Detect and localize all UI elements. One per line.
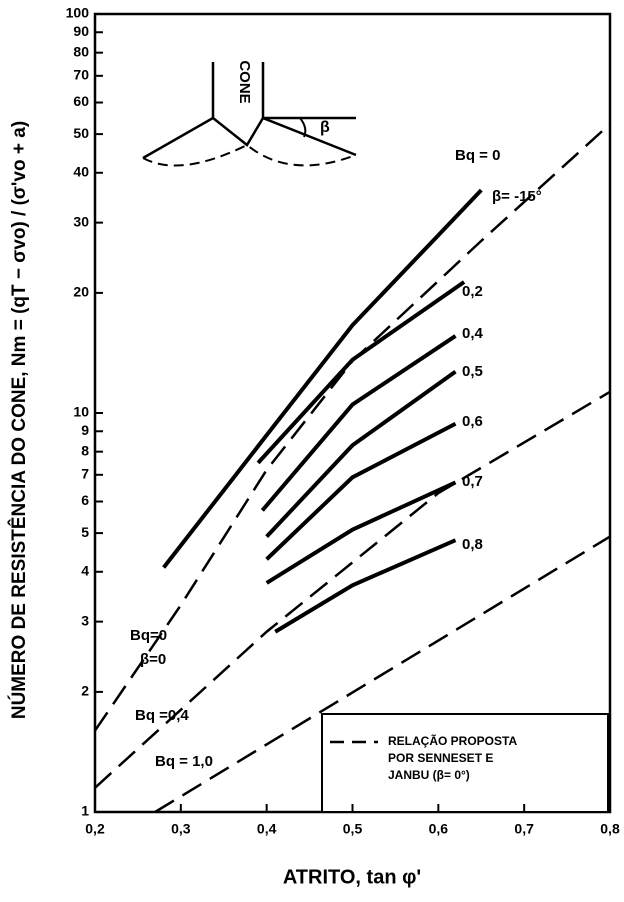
series-label: Bq=0: [130, 627, 167, 644]
y-tick-label: 9: [81, 422, 89, 438]
y-tick-label: 70: [73, 67, 89, 83]
series-line: [265, 369, 457, 538]
x-tick-label: 0,5: [343, 821, 363, 837]
x-axis-label: ATRITO, tan φ': [283, 866, 421, 888]
y-axis-label: NÚMERO DE RESISTÊNCIA DO CONE, Nm = (qT …: [8, 121, 30, 719]
series-line: [265, 480, 457, 585]
x-tick-label: 0,2: [85, 821, 105, 837]
y-tick-label: 80: [73, 43, 89, 59]
y-tick-label: 5: [81, 524, 89, 540]
y-tick-label: 1: [81, 803, 89, 819]
annotation: β= -15°: [492, 188, 542, 205]
series-label: Bq = 0: [455, 147, 500, 164]
legend-box: [321, 713, 609, 813]
y-tick-label: 90: [73, 23, 89, 39]
series-label: Bq =0,4: [135, 707, 189, 724]
annotation: β=0: [140, 651, 166, 668]
y-tick-label: 8: [81, 442, 89, 458]
legend-text: RELAÇÃO PROPOSTA: [388, 733, 517, 748]
legend-text: JANBU (β= 0°): [388, 768, 470, 782]
series-label: Bq = 1,0: [155, 753, 213, 770]
x-tick-label: 0,6: [429, 821, 449, 837]
y-tick-label: 40: [73, 163, 89, 179]
y-tick-label: 2: [81, 683, 89, 699]
cone-diagram: [142, 62, 357, 167]
y-tick-label: 60: [73, 93, 89, 109]
series-label: 0,8: [462, 536, 483, 553]
y-tick-label: 100: [66, 5, 90, 21]
series-label: 0,4: [462, 325, 484, 342]
series-label: 0,7: [462, 473, 483, 490]
y-tick-label: 4: [81, 562, 89, 578]
y-tick-label: 3: [81, 612, 89, 628]
x-tick-label: 0,8: [600, 821, 620, 837]
series-label: 0,5: [462, 363, 483, 380]
series-label: 0,6: [462, 413, 483, 430]
y-tick-label: 10: [73, 404, 89, 420]
y-tick-label: 50: [73, 125, 89, 141]
diagram-label: β: [320, 119, 330, 136]
series-line: [93, 123, 611, 732]
series-line: [260, 334, 457, 512]
x-tick-label: 0,3: [171, 821, 191, 837]
legend-text: POR SENNESET E: [388, 751, 493, 765]
y-tick-label: 6: [81, 492, 89, 508]
series-label: 0,2: [462, 283, 483, 300]
series-line: [154, 535, 611, 814]
y-tick-label: 20: [73, 284, 89, 300]
series-line: [162, 188, 483, 569]
x-tick-label: 0,4: [257, 821, 277, 837]
y-tick-label: 30: [73, 213, 89, 229]
series-line: [265, 421, 457, 561]
y-tick-label: 7: [81, 466, 89, 482]
series-line: [274, 538, 457, 634]
series-line: [94, 390, 611, 789]
x-tick-label: 0,7: [514, 821, 534, 837]
diagram-label: CONE: [236, 60, 253, 103]
